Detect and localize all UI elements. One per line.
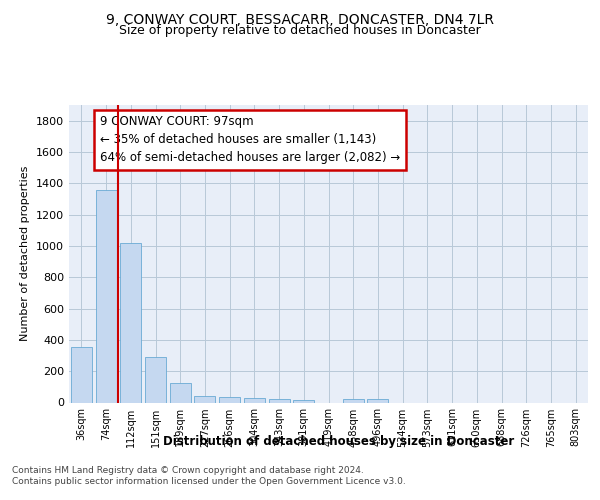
Bar [145, 357, 166, 403]
Bar [293, 400, 314, 402]
Text: Contains public sector information licensed under the Open Government Licence v3: Contains public sector information licen… [12, 477, 406, 486]
Text: Distribution of detached houses by size in Doncaster: Distribution of detached houses by size … [163, 435, 515, 448]
Bar [71, 347, 92, 403]
Y-axis label: Number of detached properties: Number of detached properties [20, 166, 31, 342]
Text: Size of property relative to detached houses in Doncaster: Size of property relative to detached ho… [119, 24, 481, 37]
Bar [120, 243, 141, 402]
Bar [367, 400, 388, 402]
Bar [219, 397, 240, 402]
Bar [95, 190, 116, 402]
Text: Contains HM Land Registry data © Crown copyright and database right 2024.: Contains HM Land Registry data © Crown c… [12, 466, 364, 475]
Bar [194, 396, 215, 402]
Bar [269, 399, 290, 402]
Bar [244, 398, 265, 402]
Bar [170, 383, 191, 402]
Text: 9, CONWAY COURT, BESSACARR, DONCASTER, DN4 7LR: 9, CONWAY COURT, BESSACARR, DONCASTER, D… [106, 12, 494, 26]
Text: 9 CONWAY COURT: 97sqm
← 35% of detached houses are smaller (1,143)
64% of semi-d: 9 CONWAY COURT: 97sqm ← 35% of detached … [100, 116, 400, 164]
Bar [343, 399, 364, 402]
